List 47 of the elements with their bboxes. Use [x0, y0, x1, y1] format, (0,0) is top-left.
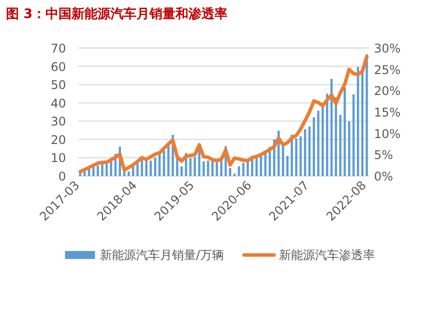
bar — [145, 160, 148, 176]
y-tick-label: 0 — [58, 170, 66, 184]
bar — [150, 160, 152, 176]
bar — [312, 117, 315, 176]
bar — [96, 166, 99, 176]
bar — [295, 138, 298, 176]
y2-tick-label: 0% — [374, 170, 394, 184]
y2-tick-label: 15% — [374, 106, 401, 120]
bar — [154, 158, 156, 176]
y2-tick-label: 10% — [374, 126, 401, 141]
bar — [348, 121, 350, 176]
bar — [246, 161, 249, 176]
bar — [322, 106, 324, 176]
y-tick-label: 20 — [50, 132, 66, 147]
y2-tick-label: 5% — [374, 148, 394, 162]
bar — [317, 110, 320, 176]
bar — [286, 156, 289, 176]
bar — [189, 158, 192, 176]
legend-label: 新能源汽车渗透率 — [279, 248, 376, 262]
bar — [366, 54, 368, 176]
y-tick-label: 70 — [50, 42, 66, 56]
bar — [304, 129, 306, 176]
y-tick-label: 50 — [50, 78, 66, 92]
bar — [211, 161, 214, 176]
bar — [308, 126, 311, 176]
bar — [255, 158, 258, 176]
bar — [242, 162, 244, 176]
bar — [229, 168, 232, 176]
y2-tick-label: 20% — [374, 84, 401, 98]
bar — [128, 171, 130, 176]
bar — [344, 87, 346, 176]
y-tick-label: 30 — [50, 114, 66, 129]
bar — [206, 160, 210, 176]
legend-label: 新能源汽车月销量/万辆 — [100, 248, 224, 262]
bar — [194, 156, 196, 176]
y-tick-label: 40 — [50, 96, 66, 110]
chart-title: 图 3：中国新能源汽车月销量和渗透率 — [6, 6, 228, 22]
bar — [202, 161, 205, 176]
y-tick-label: 10 — [50, 151, 66, 166]
y2-tick-label: 25% — [374, 62, 401, 77]
y-tick-label: 60 — [50, 60, 66, 74]
bar — [300, 136, 302, 176]
bar — [339, 114, 342, 176]
bar — [176, 158, 178, 176]
bar — [352, 94, 355, 176]
bar — [101, 162, 104, 176]
y2-tick-label: 30% — [374, 42, 401, 56]
